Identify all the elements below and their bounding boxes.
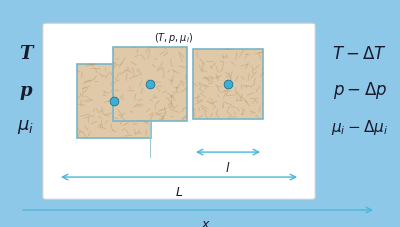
Text: $\mu_i$: $\mu_i$ (18, 118, 34, 136)
Point (111, 99, 117, 103)
Point (225, 82, 231, 86)
Text: $p - \Delta p$: $p - \Delta p$ (333, 80, 387, 101)
Bar (113, 47, 187, 121)
Text: $l$: $l$ (225, 161, 231, 175)
Bar (77, 64, 151, 138)
Text: $x$: $x$ (201, 218, 211, 227)
Text: $(T, p, \mu_i)$: $(T, p, \mu_i)$ (154, 31, 193, 45)
Text: p: p (20, 82, 32, 100)
Text: $\mu_i - \Delta\mu_i$: $\mu_i - \Delta\mu_i$ (332, 118, 388, 137)
FancyBboxPatch shape (43, 23, 315, 199)
Text: $L$: $L$ (175, 186, 183, 199)
Bar (193, 49, 263, 119)
Text: $T - \Delta T$: $T - \Delta T$ (332, 46, 388, 63)
Point (147, 82, 153, 86)
Text: T: T (19, 45, 33, 64)
